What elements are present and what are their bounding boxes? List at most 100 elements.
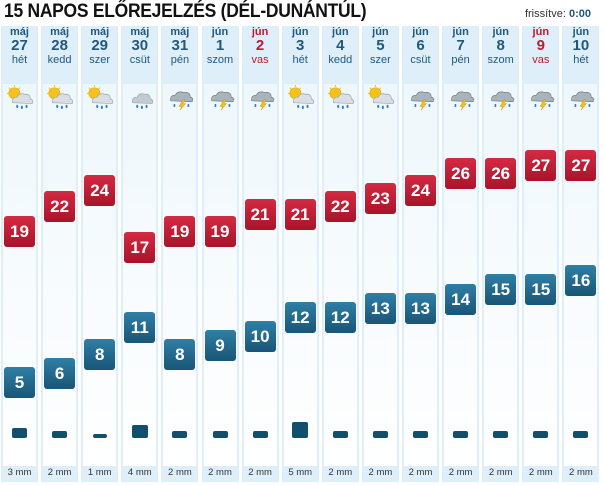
day-number: 2	[255, 37, 265, 54]
day-column-body	[123, 84, 157, 466]
day-column-body	[363, 84, 397, 466]
thunderstorm-icon	[451, 91, 475, 111]
min-temp-badge: 12	[324, 302, 356, 334]
partly-cloudy-rain-icon	[287, 84, 314, 110]
day-header: jún 4 kedd	[322, 26, 359, 66]
min-temp-badge: 12	[284, 302, 316, 334]
min-temp-badge: 10	[244, 320, 276, 352]
precip-bar	[533, 431, 549, 438]
day-column-body	[323, 84, 357, 466]
day-column[interactable]: máj 31 pén 19 8 2 mm	[161, 26, 199, 482]
max-temp-badge: 22	[324, 191, 356, 222]
precip-bar	[413, 431, 428, 438]
thunderstorm-icon	[250, 91, 274, 111]
day-header: jún 1 szom	[202, 26, 239, 66]
month-label: jún	[452, 26, 469, 38]
day-header: máj 31 pén	[161, 26, 198, 66]
day-column-body	[83, 84, 117, 466]
month-label: jún	[532, 26, 550, 38]
month-label: jún	[332, 26, 349, 38]
day-header: jún 8 szom	[482, 26, 519, 66]
max-temp-badge: 21	[284, 199, 316, 231]
thunderstorm-icon	[210, 91, 234, 111]
day-column-body	[404, 84, 437, 466]
weekday-label: csüt	[410, 54, 431, 66]
max-temp-badge: 19	[4, 215, 35, 247]
weekday-label: vas	[251, 54, 269, 66]
precip-bar	[131, 425, 148, 438]
weekday-label: kedd	[328, 54, 353, 66]
day-column[interactable]: jún 6 csüt 24 13 2 mm	[402, 26, 439, 482]
weekday-label: hét	[292, 54, 308, 66]
month-label: jún	[572, 26, 590, 38]
day-column[interactable]: jún 2 vas 21 10 2 mm	[241, 26, 279, 482]
day-number: 31	[171, 37, 189, 54]
precip-bar	[573, 431, 589, 438]
max-temp-badge: 24	[84, 174, 116, 206]
day-header: máj 27 hét	[1, 26, 38, 66]
day-header: jún 9 vas	[522, 26, 559, 66]
day-column[interactable]: máj 30 csüt 17 11 4 mm	[121, 26, 159, 482]
day-column[interactable]: jún 9 vas 27 15 2 mm	[522, 26, 560, 482]
weekday-label: hét	[573, 54, 589, 66]
precip-label: 2 mm	[248, 467, 272, 478]
day-column[interactable]: jún 3 hét 21 12 5 mm	[281, 26, 319, 482]
day-header: jún 10 hét	[562, 26, 599, 66]
partly-cloudy-rain-icon	[367, 84, 394, 110]
precip-bar	[493, 431, 509, 438]
day-column-body	[203, 84, 237, 466]
precip-label: 2 mm	[448, 467, 473, 478]
min-temp-badge: 9	[204, 330, 236, 362]
thunderstorm-icon	[531, 91, 555, 111]
day-number: 7	[456, 37, 465, 54]
precip-label: 2 mm	[408, 467, 433, 478]
day-header: jún 6 csüt	[402, 26, 439, 66]
day-column[interactable]: jún 8 szom 26 15 2 mm	[482, 26, 520, 482]
weekday-label: szom	[206, 54, 234, 66]
day-column[interactable]: jún 1 szom 19 9 2 mm	[201, 26, 239, 482]
precip-label: 2 mm	[569, 467, 593, 478]
precip-bar	[52, 431, 68, 438]
day-number: 8	[496, 37, 505, 54]
precip-bar	[92, 434, 107, 438]
max-temp-badge: 19	[164, 215, 196, 247]
precip-label: 2 mm	[368, 467, 393, 478]
min-temp-badge: 15	[485, 274, 517, 306]
day-header: jún 3 hét	[282, 26, 319, 66]
day-column-body	[283, 84, 317, 466]
day-header: jún 7 pén	[442, 26, 479, 66]
day-column-body	[43, 84, 77, 466]
weekday-label: csüt	[129, 54, 150, 66]
min-temp-badge: 15	[525, 274, 557, 306]
precip-label: 2 mm	[528, 467, 553, 478]
month-label: máj	[10, 26, 29, 38]
precip-bar	[292, 422, 309, 438]
day-column[interactable]: jún 10 hét 27 16 2 mm	[562, 26, 600, 482]
day-column-body	[3, 84, 36, 466]
thunderstorm-icon	[491, 91, 515, 111]
day-column[interactable]: jún 7 pén 26 14 2 mm	[442, 26, 480, 482]
day-column[interactable]: máj 27 hét 19 5 3 mm	[1, 26, 38, 482]
day-number: 9	[536, 37, 545, 54]
precip-label: 1 mm	[87, 467, 112, 478]
partly-cloudy-rain-icon	[87, 84, 114, 110]
day-column[interactable]: jún 4 kedd 22 12 2 mm	[321, 26, 359, 482]
day-header: máj 29 szer	[81, 26, 118, 66]
day-number: 27	[11, 37, 28, 54]
day-number: 3	[296, 37, 305, 54]
precip-bar	[12, 428, 27, 438]
month-label: jún	[291, 26, 309, 38]
weekday-label: vas	[532, 54, 550, 66]
day-column[interactable]: máj 29 szer 24 8 1 mm	[81, 26, 119, 482]
day-column[interactable]: máj 28 kedd 22 6 2 mm	[41, 26, 79, 482]
weekday-label: pén	[170, 54, 190, 66]
day-header: máj 28 kedd	[41, 26, 78, 66]
precip-bar	[212, 431, 228, 438]
precip-label: 2 mm	[47, 467, 72, 478]
day-column[interactable]: jún 5 szer 23 13 2 mm	[361, 26, 399, 482]
weekday-label: hét	[11, 54, 28, 66]
max-temp-badge: 19	[204, 215, 236, 247]
min-temp-badge: 8	[164, 339, 196, 371]
updated-time: 0:00	[568, 8, 591, 20]
max-temp-badge: 22	[44, 191, 76, 222]
